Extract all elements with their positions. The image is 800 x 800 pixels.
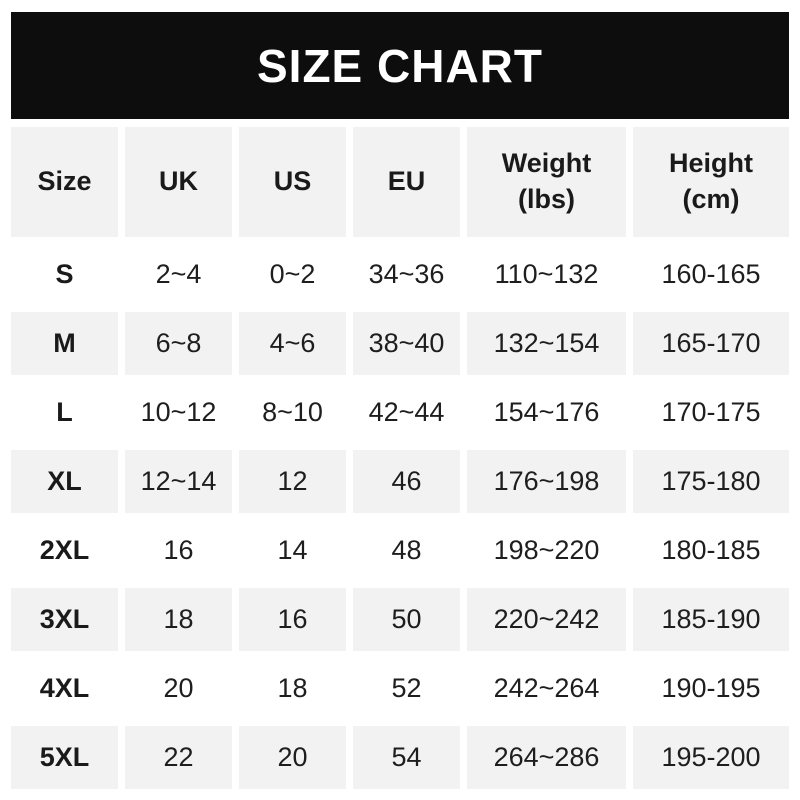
- size-chart-banner: SIZE CHART: [11, 12, 789, 119]
- cell-s-size: S: [11, 243, 118, 306]
- cell-3xl-eu: 50: [353, 588, 460, 651]
- column-header-unit: (lbs): [518, 184, 575, 214]
- cell-4xl-us: 18: [239, 657, 346, 720]
- cell-2xl-us: 14: [239, 519, 346, 582]
- cell-3xl-us: 16: [239, 588, 346, 651]
- cell-s-eu: 34~36: [353, 243, 460, 306]
- cell-3xl-weight: 220~242: [467, 588, 626, 651]
- cell-3xl-uk: 18: [125, 588, 232, 651]
- column-header-unit: (cm): [682, 184, 740, 214]
- cell-3xl-size: 3XL: [11, 588, 118, 651]
- cell-m-height: 165-170: [633, 312, 789, 375]
- cell-2xl-eu: 48: [353, 519, 460, 582]
- cell-l-us: 8~10: [239, 381, 346, 444]
- cell-3xl-height: 185-190: [633, 588, 789, 651]
- cell-s-us: 0~2: [239, 243, 346, 306]
- cell-l-uk: 10~12: [125, 381, 232, 444]
- cell-4xl-uk: 20: [125, 657, 232, 720]
- cell-m-size: M: [11, 312, 118, 375]
- column-header-label: EU: [387, 166, 426, 197]
- cell-s-height: 160-165: [633, 243, 789, 306]
- cell-4xl-weight: 242~264: [467, 657, 626, 720]
- column-header-label: Height: [669, 148, 753, 179]
- cell-xl-eu: 46: [353, 450, 460, 513]
- cell-l-eu: 42~44: [353, 381, 460, 444]
- cell-4xl-size: 4XL: [11, 657, 118, 720]
- cell-l-weight: 154~176: [467, 381, 626, 444]
- cell-m-weight: 132~154: [467, 312, 626, 375]
- column-header-label: US: [273, 166, 312, 197]
- page-title: SIZE CHART: [257, 39, 543, 92]
- column-header-height: Height (cm): [633, 127, 789, 237]
- column-header-size: Size: [11, 127, 118, 237]
- cell-xl-uk: 12~14: [125, 450, 232, 513]
- cell-l-height: 170-175: [633, 381, 789, 444]
- cell-5xl-weight: 264~286: [467, 726, 626, 789]
- cell-4xl-eu: 52: [353, 657, 460, 720]
- column-header-uk: UK: [125, 127, 232, 237]
- cell-m-eu: 38~40: [353, 312, 460, 375]
- cell-m-uk: 6~8: [125, 312, 232, 375]
- column-header-label: Weight: [501, 148, 592, 179]
- cell-5xl-uk: 22: [125, 726, 232, 789]
- cell-s-weight: 110~132: [467, 243, 626, 306]
- cell-4xl-height: 190-195: [633, 657, 789, 720]
- column-header-us: US: [239, 127, 346, 237]
- cell-xl-weight: 176~198: [467, 450, 626, 513]
- cell-2xl-height: 180-185: [633, 519, 789, 582]
- cell-m-us: 4~6: [239, 312, 346, 375]
- cell-xl-size: XL: [11, 450, 118, 513]
- column-header-label: Size: [37, 166, 92, 197]
- column-header-label: UK: [159, 166, 198, 197]
- size-table: Size UK US EU Weight (lbs) Height (cm) S 2…: [11, 127, 789, 789]
- cell-xl-us: 12: [239, 450, 346, 513]
- cell-5xl-eu: 54: [353, 726, 460, 789]
- cell-xl-height: 175-180: [633, 450, 789, 513]
- cell-5xl-us: 20: [239, 726, 346, 789]
- cell-s-uk: 2~4: [125, 243, 232, 306]
- cell-5xl-size: 5XL: [11, 726, 118, 789]
- cell-2xl-size: 2XL: [11, 519, 118, 582]
- column-header-eu: EU: [353, 127, 460, 237]
- cell-l-size: L: [11, 381, 118, 444]
- cell-2xl-weight: 198~220: [467, 519, 626, 582]
- cell-2xl-uk: 16: [125, 519, 232, 582]
- column-header-weight: Weight (lbs): [467, 127, 626, 237]
- cell-5xl-height: 195-200: [633, 726, 789, 789]
